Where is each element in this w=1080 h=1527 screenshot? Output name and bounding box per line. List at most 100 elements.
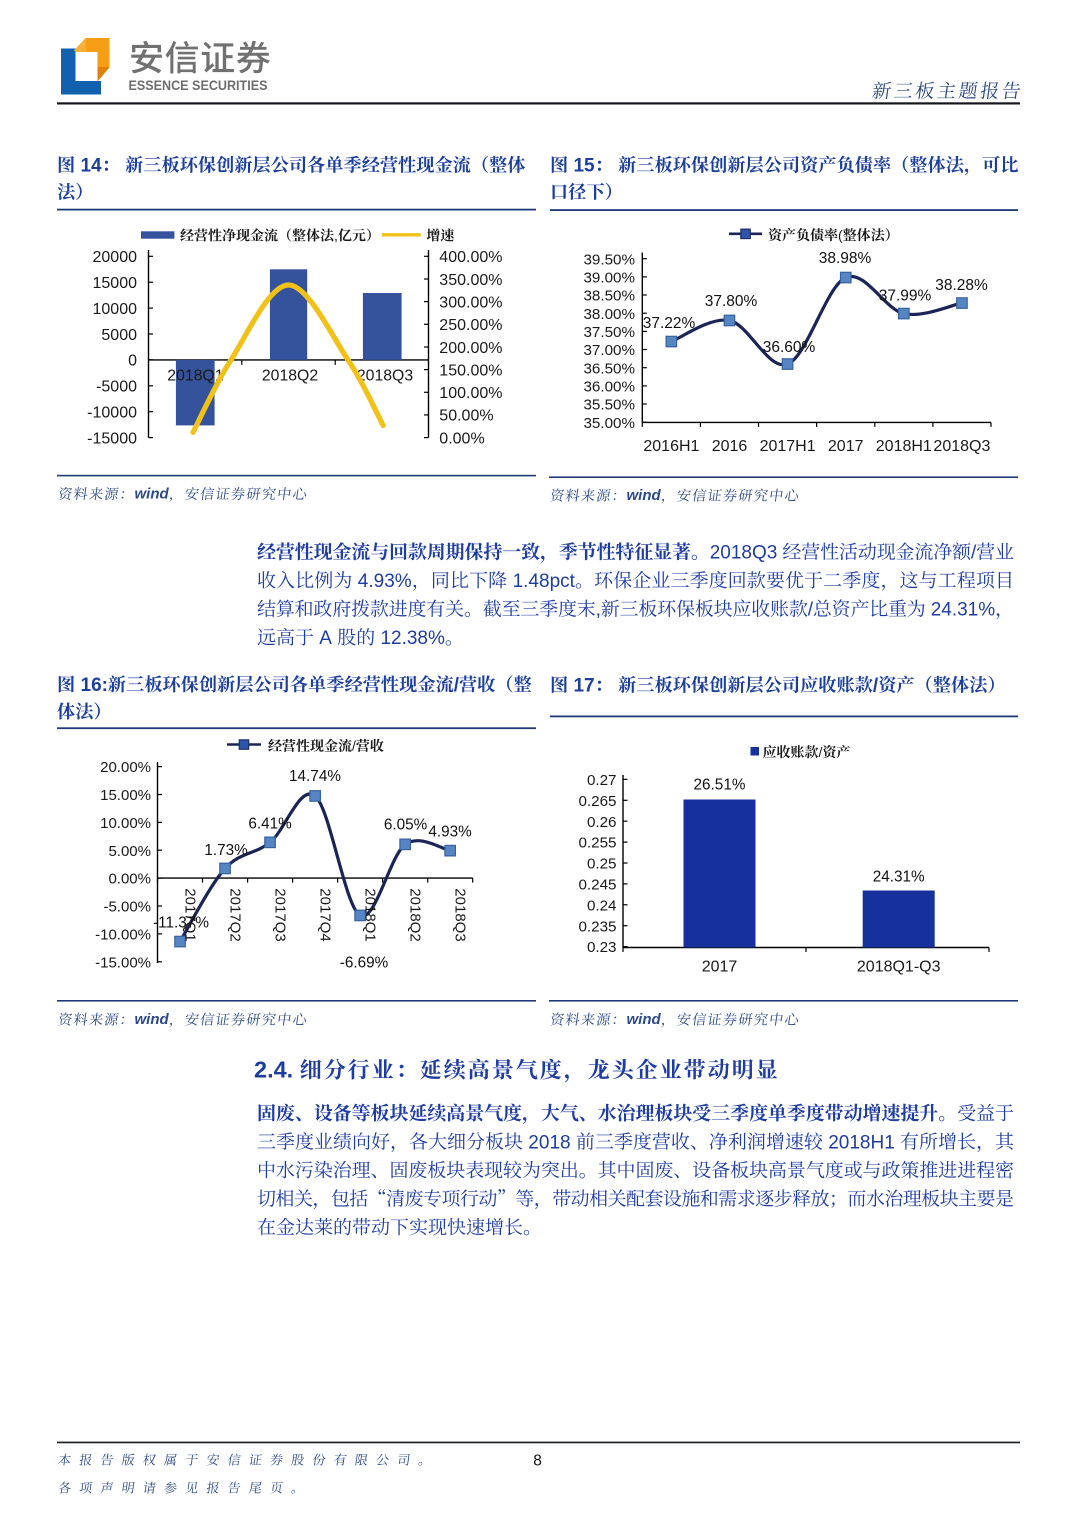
- svg-text:0: 0: [128, 353, 137, 370]
- svg-text:0.00%: 0.00%: [439, 430, 484, 447]
- svg-text:0.25: 0.25: [587, 856, 617, 873]
- svg-text:39.00%: 39.00%: [583, 270, 635, 287]
- svg-text:2018Q2: 2018Q2: [262, 368, 318, 385]
- svg-text:2018Q1: 2018Q1: [362, 888, 379, 941]
- svg-text:0.245: 0.245: [578, 877, 616, 894]
- svg-text:-6.69%: -6.69%: [340, 954, 389, 971]
- svg-text:-11.37%: -11.37%: [153, 914, 209, 931]
- svg-text:-10000: -10000: [87, 405, 137, 422]
- svg-text:-5.00%: -5.00%: [103, 899, 151, 916]
- svg-text:0.27: 0.27: [587, 772, 617, 789]
- svg-text:24.31%: 24.31%: [931, 600, 995, 621]
- svg-text:2017Q1: 2017Q1: [181, 888, 198, 941]
- svg-text:0.235: 0.235: [578, 918, 616, 935]
- svg-text:-5000: -5000: [96, 379, 137, 396]
- svg-text:(: (: [838, 227, 843, 243]
- svg-text:37.80%: 37.80%: [705, 293, 758, 310]
- svg-text:6.41%: 6.41%: [248, 815, 292, 832]
- svg-text:2017: 2017: [828, 438, 864, 455]
- svg-text:16:: 16:: [81, 675, 109, 696]
- svg-text:35.00%: 35.00%: [583, 415, 635, 432]
- svg-text:5000: 5000: [101, 327, 137, 344]
- svg-text:1.73%: 1.73%: [204, 842, 248, 859]
- svg-text:24.31%: 24.31%: [873, 868, 925, 885]
- svg-text:15000: 15000: [93, 275, 138, 292]
- svg-text:ESSENCE SECURITIES: ESSENCE SECURITIES: [129, 77, 268, 93]
- svg-text:20000: 20000: [93, 249, 138, 266]
- svg-text:8: 8: [533, 1453, 542, 1470]
- svg-text:/: /: [819, 744, 823, 760]
- svg-text:14: 14: [81, 155, 103, 176]
- svg-text:38.28%: 38.28%: [935, 277, 988, 294]
- svg-text:50.00%: 50.00%: [439, 408, 493, 425]
- svg-text:-15.00%: -15.00%: [95, 954, 151, 971]
- svg-text:350.00%: 350.00%: [439, 272, 502, 289]
- svg-text:36.00%: 36.00%: [583, 379, 635, 396]
- svg-text:2018Q2: 2018Q2: [407, 888, 424, 941]
- svg-text:0.00%: 0.00%: [108, 871, 151, 888]
- svg-text:2017Q4: 2017Q4: [317, 888, 334, 941]
- svg-text:150.00%: 150.00%: [439, 362, 502, 379]
- svg-text:wind: wind: [135, 486, 170, 503]
- svg-text:17: 17: [574, 675, 595, 696]
- svg-text:36.60%: 36.60%: [763, 339, 816, 356]
- svg-text:38.50%: 38.50%: [583, 288, 635, 305]
- svg-text:wind: wind: [135, 1011, 170, 1028]
- svg-text:2018Q3: 2018Q3: [357, 368, 413, 385]
- svg-text:2018Q3: 2018Q3: [933, 438, 990, 455]
- svg-text:20.00%: 20.00%: [100, 759, 151, 776]
- svg-text:/: /: [352, 738, 356, 754]
- svg-text:2018H1: 2018H1: [876, 438, 932, 455]
- svg-text:wind: wind: [627, 1011, 662, 1028]
- svg-text:A: A: [319, 628, 332, 649]
- svg-text:12.38%: 12.38%: [381, 628, 445, 649]
- svg-text:38.00%: 38.00%: [583, 306, 635, 323]
- svg-text:2018Q1-Q3: 2018Q1-Q3: [857, 958, 941, 975]
- svg-text:200.00%: 200.00%: [439, 340, 502, 357]
- svg-text:39.50%: 39.50%: [583, 251, 635, 268]
- svg-text:10.00%: 10.00%: [100, 815, 151, 832]
- svg-text:2.4.: 2.4.: [254, 1057, 293, 1083]
- svg-text:38.98%: 38.98%: [819, 250, 872, 267]
- svg-text:2016: 2016: [712, 438, 748, 455]
- svg-text:0.23: 0.23: [587, 939, 617, 956]
- svg-text:37.00%: 37.00%: [583, 342, 635, 359]
- svg-text:/: /: [971, 543, 977, 564]
- svg-text:wind: wind: [627, 487, 662, 504]
- svg-text:2016H1: 2016H1: [643, 438, 699, 455]
- svg-text:15: 15: [574, 155, 596, 176]
- svg-text:400.00%: 400.00%: [439, 249, 502, 266]
- svg-text:0.24: 0.24: [587, 897, 617, 914]
- svg-text:2018Q3: 2018Q3: [452, 888, 469, 941]
- svg-text:100.00%: 100.00%: [439, 385, 502, 402]
- svg-text:35.50%: 35.50%: [583, 397, 635, 414]
- svg-text:2018Q3: 2018Q3: [710, 543, 778, 564]
- svg-text:/: /: [873, 675, 879, 696]
- svg-text:,: ,: [596, 600, 601, 621]
- svg-text:-10.00%: -10.00%: [95, 927, 151, 944]
- svg-text:14.74%: 14.74%: [289, 768, 341, 785]
- svg-text:/: /: [454, 675, 460, 696]
- svg-text:,: ,: [334, 227, 338, 243]
- svg-text:4.93%: 4.93%: [428, 823, 472, 840]
- svg-text:2018: 2018: [528, 1132, 570, 1153]
- svg-text:2018H1: 2018H1: [828, 1132, 895, 1153]
- svg-text:300.00%: 300.00%: [439, 294, 502, 311]
- svg-text:2017H1: 2017H1: [760, 438, 816, 455]
- svg-text:2017: 2017: [702, 958, 738, 975]
- svg-text:0.265: 0.265: [578, 793, 616, 810]
- svg-text:37.99%: 37.99%: [879, 288, 932, 305]
- svg-text:250.00%: 250.00%: [439, 317, 502, 334]
- svg-text:37.50%: 37.50%: [583, 324, 635, 341]
- svg-text:-15000: -15000: [87, 430, 137, 447]
- svg-text:0.26: 0.26: [587, 814, 617, 831]
- svg-text:15.00%: 15.00%: [100, 787, 151, 804]
- svg-text:2017Q3: 2017Q3: [272, 888, 289, 941]
- svg-text:2018Q1: 2018Q1: [167, 368, 223, 385]
- svg-text:/: /: [808, 600, 814, 621]
- svg-text:10000: 10000: [93, 301, 138, 318]
- svg-text:5.00%: 5.00%: [108, 843, 151, 860]
- svg-text:2017Q2: 2017Q2: [226, 888, 243, 941]
- svg-text:1.48pct: 1.48pct: [513, 571, 576, 592]
- svg-text:37.22%: 37.22%: [643, 315, 696, 332]
